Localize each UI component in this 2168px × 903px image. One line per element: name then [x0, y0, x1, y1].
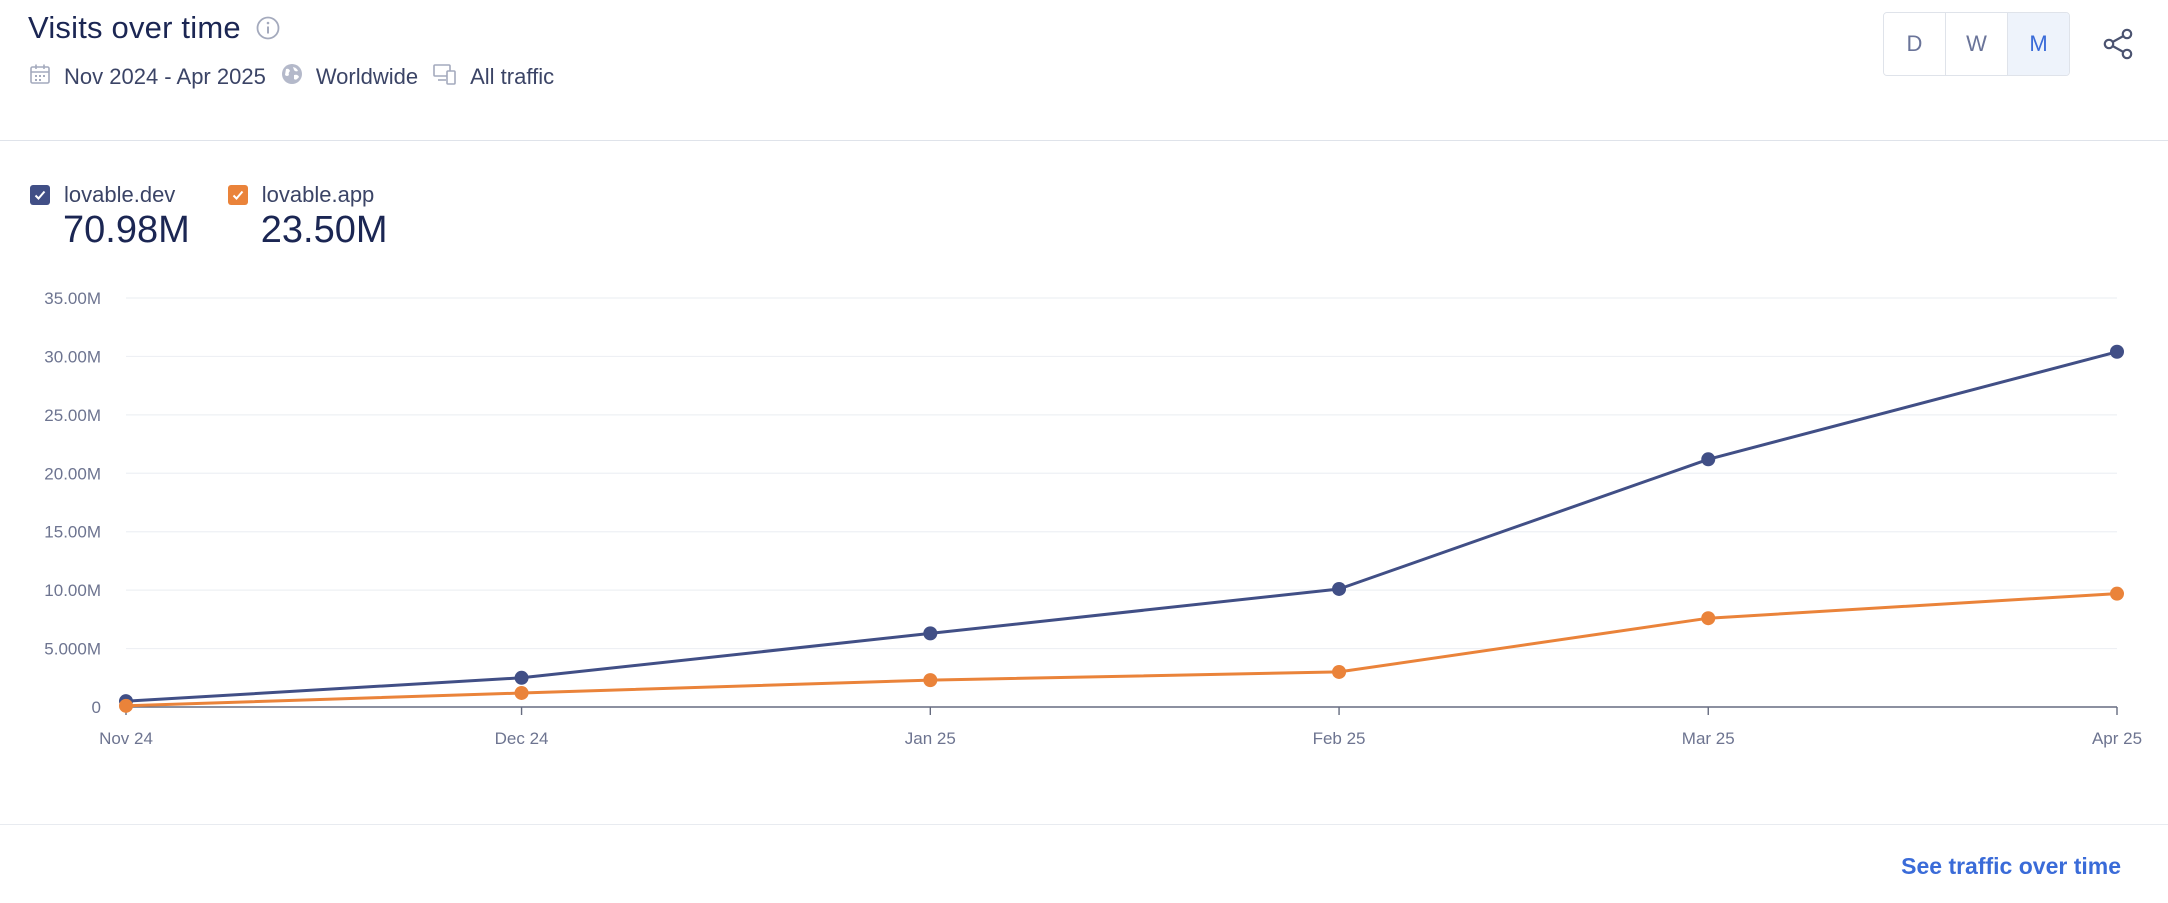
- traffic-label: All traffic: [470, 64, 555, 89]
- info-icon[interactable]: [255, 15, 281, 41]
- data-point-lovable-dev: [1332, 581, 1347, 596]
- data-point-lovable-app: [1701, 611, 1716, 626]
- granularity-month-button[interactable]: M: [2008, 13, 2069, 75]
- x-tick-label: Jan 25: [905, 729, 956, 748]
- y-tick-label: 10.00M: [44, 581, 101, 600]
- granularity-day-button[interactable]: D: [1884, 13, 1946, 75]
- date-range-label: Nov 2024 - Apr 2025: [64, 64, 266, 89]
- data-point-lovable-dev: [1701, 452, 1716, 467]
- y-tick-label: 0: [92, 698, 101, 717]
- x-tick-label: Feb 25: [1313, 729, 1366, 748]
- legend-label: lovable.dev: [64, 182, 176, 207]
- granularity-toggle: D W M: [1883, 12, 2070, 76]
- data-point-lovable-app: [923, 673, 938, 688]
- y-tick-label: 35.00M: [44, 289, 101, 308]
- legend-total: 70.98M: [63, 209, 190, 251]
- y-tick-label: 20.00M: [44, 464, 101, 483]
- chart-legend: lovable.dev 70.98M lovable.app 23.50M: [30, 182, 388, 252]
- share-icon[interactable]: [2100, 26, 2136, 62]
- visits-line-chart: 0 5.000M 10.00M 15.00M 20.00M 25.00M 30.00M 35.…: [44, 289, 2142, 748]
- legend-total: 23.50M: [260, 209, 388, 251]
- granularity-week-button[interactable]: W: [1946, 13, 2008, 75]
- data-point-lovable-app: [119, 698, 133, 713]
- region-label: Worldwide: [315, 64, 419, 89]
- chart-header: Visits over time: [0, 0, 2168, 141]
- x-tick-label: Nov 24: [99, 729, 153, 748]
- legend-label: lovable.app: [261, 182, 375, 207]
- checkbox-checked-icon[interactable]: [227, 185, 248, 205]
- x-tick-label: Mar 25: [1682, 729, 1735, 748]
- x-tick-label: Apr 25: [2092, 729, 2142, 748]
- legend-item-header: lovable.dev: [30, 182, 190, 208]
- data-point-lovable-dev: [2110, 344, 2124, 359]
- traffic-filter[interactable]: All traffic: [432, 62, 554, 92]
- chart-title: Visits over time: [28, 10, 241, 45]
- x-tick-label: Dec 24: [495, 729, 549, 748]
- filter-row: Nov 2024 - Apr 2025 Worldwide: [28, 62, 568, 92]
- y-tick-label: 25.00M: [44, 406, 101, 425]
- series-line-lovable-app: [125, 592, 2118, 708]
- data-point-lovable-app: [1332, 664, 1347, 679]
- date-range-filter[interactable]: Nov 2024 - Apr 2025: [28, 62, 266, 92]
- calendar-icon: [28, 62, 64, 92]
- legend-item-lovable-app[interactable]: lovable.app 23.50M: [227, 182, 388, 252]
- chart-footer: See traffic over time: [0, 824, 2168, 903]
- title-row: Visits over time: [28, 10, 281, 46]
- checkbox-checked-icon[interactable]: [30, 185, 50, 205]
- see-traffic-link[interactable]: See traffic over time: [1901, 853, 2121, 879]
- data-point-lovable-app: [2110, 586, 2124, 601]
- series-line-lovable-dev: [125, 350, 2118, 703]
- devices-icon: [432, 62, 470, 92]
- legend-item-header: lovable.app: [227, 182, 388, 208]
- region-filter[interactable]: Worldwide: [280, 62, 418, 92]
- y-tick-label: 5.000M: [44, 640, 101, 659]
- globe-icon: [280, 62, 316, 92]
- y-tick-label: 15.00M: [44, 523, 101, 542]
- data-point-lovable-app: [514, 685, 529, 700]
- legend-item-lovable-dev[interactable]: lovable.dev 70.98M: [30, 182, 190, 252]
- data-point-lovable-dev: [923, 626, 938, 641]
- data-point-lovable-dev: [514, 670, 529, 685]
- y-tick-label: 30.00M: [44, 347, 101, 366]
